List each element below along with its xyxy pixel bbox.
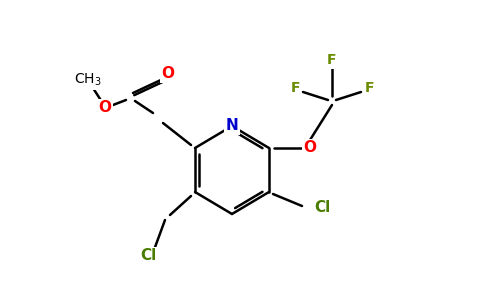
Text: O: O (99, 100, 111, 116)
Text: O: O (162, 67, 175, 82)
Text: F: F (290, 81, 300, 95)
Text: Cl: Cl (314, 200, 330, 215)
Text: F: F (364, 81, 374, 95)
Text: F: F (327, 53, 337, 67)
Text: N: N (226, 118, 239, 134)
Text: Cl: Cl (140, 248, 156, 263)
Text: O: O (303, 140, 317, 155)
Text: CH$_3$: CH$_3$ (74, 72, 102, 88)
